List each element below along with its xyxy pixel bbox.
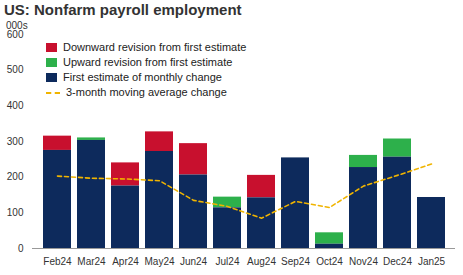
svg-text:Jul24: Jul24 [216, 256, 240, 267]
svg-text:Mar24: Mar24 [77, 256, 106, 267]
html-text:3-month moving average change: 3-month moving average change [66, 86, 227, 98]
html-text:000s: 000s [6, 20, 28, 31]
html-text:US: Nonfarm payroll employment: US: Nonfarm payroll employment [4, 1, 242, 18]
svg-text:Oct24: Oct24 [316, 256, 343, 267]
svg-text:300: 300 [7, 136, 24, 147]
svg-text:400: 400 [7, 100, 24, 111]
svg-text:200: 200 [7, 171, 24, 182]
html-text:Upward revision from first est: Upward revision from first estimate [63, 56, 233, 68]
svg-text:Aug24: Aug24 [247, 256, 276, 267]
svg-text:Apr24: Apr24 [112, 256, 139, 267]
svg-text:Jan25: Jan25 [418, 256, 446, 267]
svg-text:0: 0 [18, 243, 24, 254]
svg-text:Sep24: Sep24 [281, 256, 310, 267]
svg-text:Nov24: Nov24 [349, 256, 378, 267]
svg-text:500: 500 [7, 64, 24, 75]
svg-text:Dec24: Dec24 [383, 256, 412, 267]
svg-text:100: 100 [7, 207, 24, 218]
svg-text:600: 600 [6, 28, 24, 40]
svg-text:Jun24: Jun24 [180, 256, 208, 267]
svg-text:Feb24: Feb24 [43, 256, 72, 267]
svg-text:May24: May24 [144, 256, 174, 267]
html-text:First estimate of monthly chan: First estimate of monthly change [63, 71, 222, 83]
html-text:Downward revision from first e: Downward revision from first estimate [63, 41, 247, 53]
